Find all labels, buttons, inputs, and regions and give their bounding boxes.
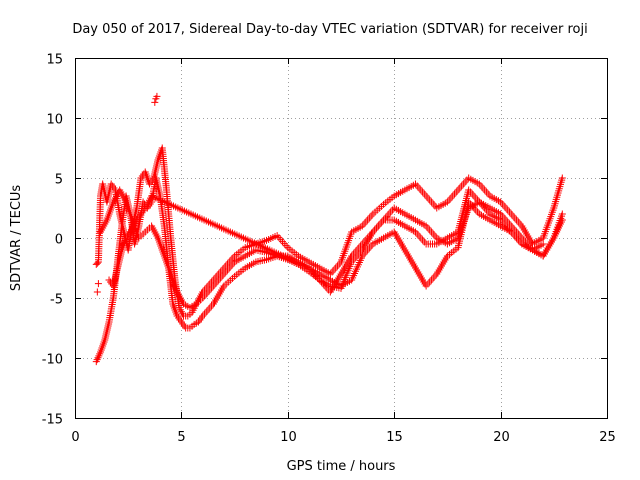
y-tick-label: 5 (55, 173, 63, 188)
data-point-outliers (93, 288, 101, 296)
x-tick-label: 15 (386, 430, 403, 445)
y-tick-label: 0 (55, 233, 63, 248)
x-tick-label: 25 (599, 430, 616, 445)
y-tick-label: -5 (50, 293, 63, 308)
axis-ticks: 0 5 10 15 20 25 -15 -10 -5 0 5 10 15 (42, 53, 616, 446)
y-axis-label: SDTVAR / TECUs (9, 185, 24, 292)
data-point-outliers (94, 280, 102, 288)
data-point-trace-1 (558, 174, 566, 182)
x-tick-label: 20 (493, 430, 510, 445)
data-point-trace-3 (558, 210, 566, 218)
y-tick-label: 15 (46, 53, 63, 68)
y-tick-label: -15 (42, 413, 63, 428)
data-point-outliers (153, 92, 161, 100)
x-tick-label: 10 (280, 430, 297, 445)
x-tick-label: 0 (71, 430, 79, 445)
data-point-outliers (151, 98, 159, 106)
data-point-trace-1 (93, 259, 101, 267)
x-axis-label: GPS time / hours (287, 459, 396, 474)
data-point-trace-4 (539, 240, 547, 248)
y-tick-label: 10 (46, 113, 63, 128)
plot-frame (75, 58, 608, 419)
x-tick-label: 5 (177, 430, 185, 445)
chart-title: Day 050 of 2017, Sidereal Day-to-day VTE… (72, 22, 587, 37)
y-tick-label: -10 (42, 353, 63, 368)
data-points (92, 92, 566, 366)
